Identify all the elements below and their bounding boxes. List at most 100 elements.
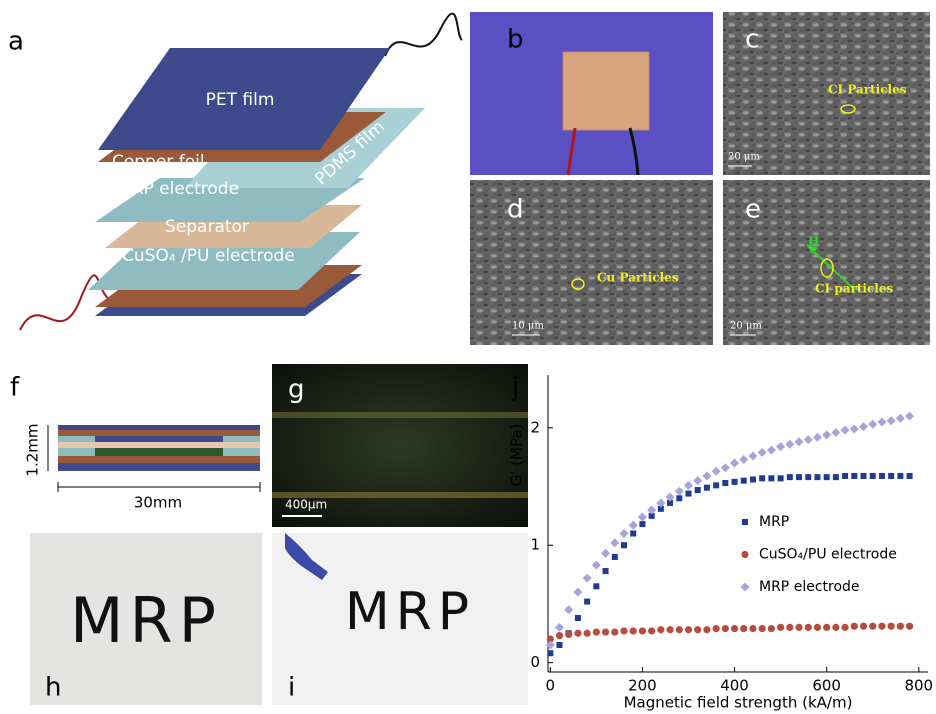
data-point [823, 624, 830, 631]
data-point [879, 473, 885, 479]
data-point [557, 642, 563, 648]
data-point [786, 624, 793, 631]
layer [58, 456, 260, 463]
scale-label: 10 μm [512, 321, 544, 332]
data-point [612, 554, 618, 560]
y-tick-label: 1 [530, 536, 540, 554]
data-point [693, 476, 702, 485]
data-point [639, 521, 645, 527]
data-point [768, 625, 775, 632]
handwriting: MRP [70, 584, 222, 657]
data-point [712, 467, 721, 476]
data-point [730, 459, 739, 468]
data-point [647, 506, 656, 515]
x-tick-label: 600 [812, 677, 841, 695]
data-point [583, 574, 592, 583]
data-point [813, 433, 822, 442]
data-point [778, 475, 784, 481]
data-point [906, 623, 913, 630]
data-point [694, 626, 701, 633]
data-point [869, 623, 876, 630]
data-point [666, 493, 675, 502]
data-point [814, 624, 821, 631]
legend-marker [742, 519, 748, 525]
layer [58, 425, 260, 430]
data-point [601, 549, 610, 558]
data-point [741, 478, 747, 484]
data-point [564, 605, 573, 614]
data-point [870, 473, 876, 479]
annotation: CI Particles [828, 83, 907, 97]
data-point [748, 452, 757, 461]
data-point [796, 474, 802, 480]
data-point [739, 455, 748, 464]
data-point [888, 623, 895, 630]
data-point [822, 430, 831, 439]
data-point [897, 623, 904, 630]
data-point [703, 626, 710, 633]
data-point [610, 538, 619, 547]
panel-label: b [507, 25, 524, 55]
micrograph-band [272, 412, 528, 418]
panel-label: c [745, 25, 759, 55]
annotation: Cu Particles [597, 271, 679, 285]
data-point [832, 624, 839, 631]
panel-label: j [511, 373, 519, 403]
data-point [630, 627, 637, 634]
x-tick-label: 800 [904, 677, 933, 695]
y-axis-title: G' (MPa) [508, 424, 526, 487]
panel-j: j G' (MPa) Magnetic field strength (kA/m… [508, 373, 934, 712]
data-point [841, 624, 848, 631]
data-point [795, 437, 804, 446]
handwriting: MRP [345, 582, 475, 642]
data-point [785, 440, 794, 449]
data-point [629, 521, 638, 530]
data-point [887, 416, 896, 425]
data-point [804, 435, 813, 444]
data-point [877, 417, 886, 426]
data-point [620, 529, 629, 538]
layer [95, 436, 223, 442]
data-point [896, 414, 905, 423]
panel-label: d [507, 195, 524, 225]
data-point [767, 446, 776, 455]
layer-label: MRP electrode [117, 179, 239, 199]
data-point [639, 627, 646, 634]
dimension-label: 1.2mm [24, 423, 42, 476]
data-point [740, 625, 747, 632]
data-point [721, 463, 730, 472]
data-point [824, 474, 830, 480]
data-point [656, 498, 665, 507]
data-point [860, 623, 867, 630]
data-point [907, 473, 913, 479]
data-point [795, 624, 802, 631]
panel-c: c CI Particles 20 μm [723, 12, 930, 175]
data-point [602, 628, 609, 635]
data-point [859, 422, 868, 431]
data-point [621, 542, 627, 548]
data-point [805, 474, 811, 480]
data-point [666, 626, 673, 633]
scale-label: 20 μm [728, 152, 760, 163]
data-point [584, 599, 590, 605]
data-point [546, 641, 555, 650]
panel-label: g [288, 375, 305, 405]
data-point [759, 625, 766, 632]
data-point [759, 475, 765, 481]
panel-label: f [10, 373, 20, 403]
data-point [850, 425, 859, 434]
x-tick-label: 0 [546, 677, 556, 695]
data-point [713, 482, 719, 488]
legend-label: MRP [759, 514, 789, 530]
x-tick-label: 200 [628, 677, 657, 695]
legend-label: CuSO₄/PU electrode [759, 547, 897, 563]
data-point [814, 474, 820, 480]
data-point [758, 448, 767, 457]
data-point [842, 473, 848, 479]
data-point [713, 625, 720, 632]
field-label: H [808, 235, 819, 249]
panel-b: b [470, 12, 713, 175]
data-point [584, 630, 591, 637]
x-axis-title: Magnetic field strength (kA/m) [624, 694, 853, 712]
data-point [638, 513, 647, 522]
